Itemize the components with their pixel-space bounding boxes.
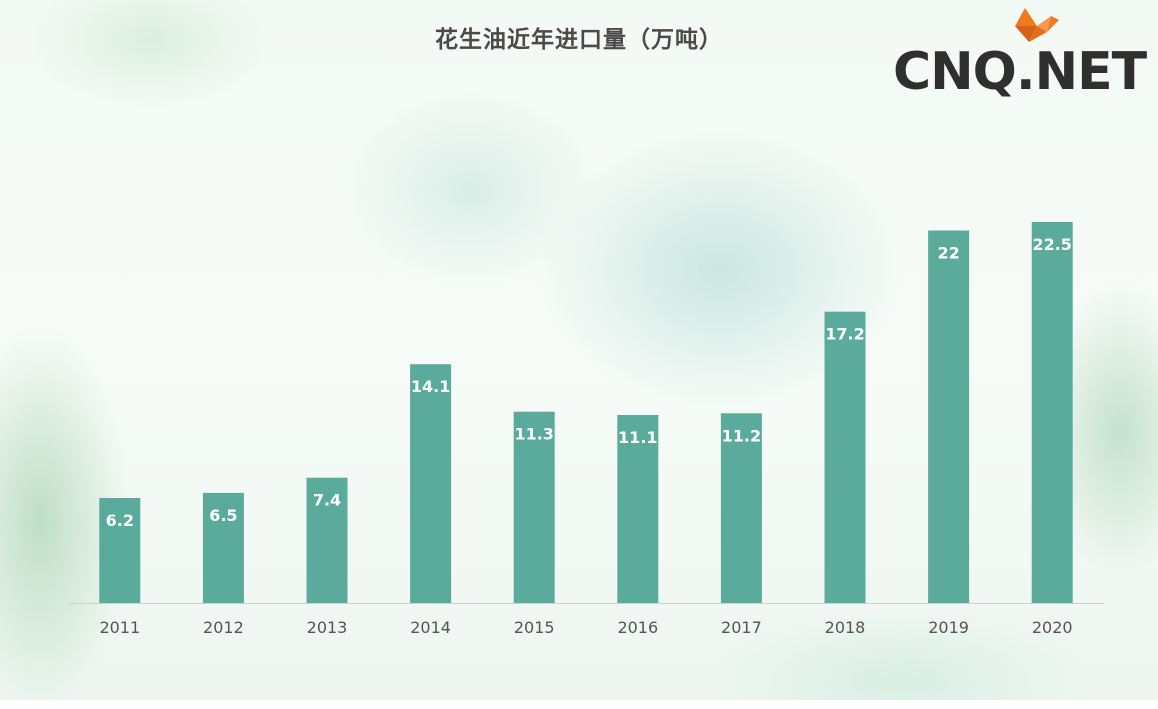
data-label-2013: 7.4 [313, 491, 341, 510]
data-label-2017: 11.2 [722, 426, 761, 445]
x-tick-label-2020: 2020 [1032, 618, 1073, 637]
origami-bird-icon [1015, 8, 1059, 42]
x-tick-label-2011: 2011 [99, 618, 140, 637]
cnq-logo: CNQ.NET [893, 6, 1155, 106]
x-tick-label-2015: 2015 [514, 618, 555, 637]
bar-2012 [202, 492, 244, 603]
bar-2013 [306, 477, 348, 603]
chart-title: 花生油近年进口量（万吨） [435, 27, 723, 53]
data-label-2015: 11.3 [514, 425, 553, 444]
logo-text: CNQ.NET [893, 42, 1147, 102]
bar-2014 [410, 364, 452, 603]
x-tick-label-2018: 2018 [825, 618, 866, 637]
bar-2015 [513, 411, 555, 603]
x-tick-label-2017: 2017 [721, 618, 762, 637]
x-tick-label-2016: 2016 [617, 618, 658, 637]
x-tick-label-2012: 2012 [203, 618, 244, 637]
x-tick-label-2013: 2013 [307, 618, 348, 637]
bar-2018 [824, 311, 866, 603]
bar-2011 [99, 498, 141, 603]
x-tick-label-2014: 2014 [410, 618, 451, 637]
bar-2017 [720, 413, 762, 603]
bar-2016 [617, 415, 659, 603]
data-label-2016: 11.1 [618, 428, 657, 447]
data-label-2012: 6.5 [209, 506, 237, 525]
x-tick-label-2019: 2019 [928, 618, 969, 637]
data-label-2011: 6.2 [106, 511, 134, 530]
data-label-2019: 22 [937, 244, 959, 263]
bottom-margin [0, 700, 1158, 709]
bar-2019 [928, 230, 970, 603]
data-label-2020: 22.5 [1032, 235, 1071, 254]
data-label-2014: 14.1 [411, 377, 450, 396]
bar-2020 [1031, 222, 1073, 603]
data-label-2018: 17.2 [825, 325, 864, 344]
